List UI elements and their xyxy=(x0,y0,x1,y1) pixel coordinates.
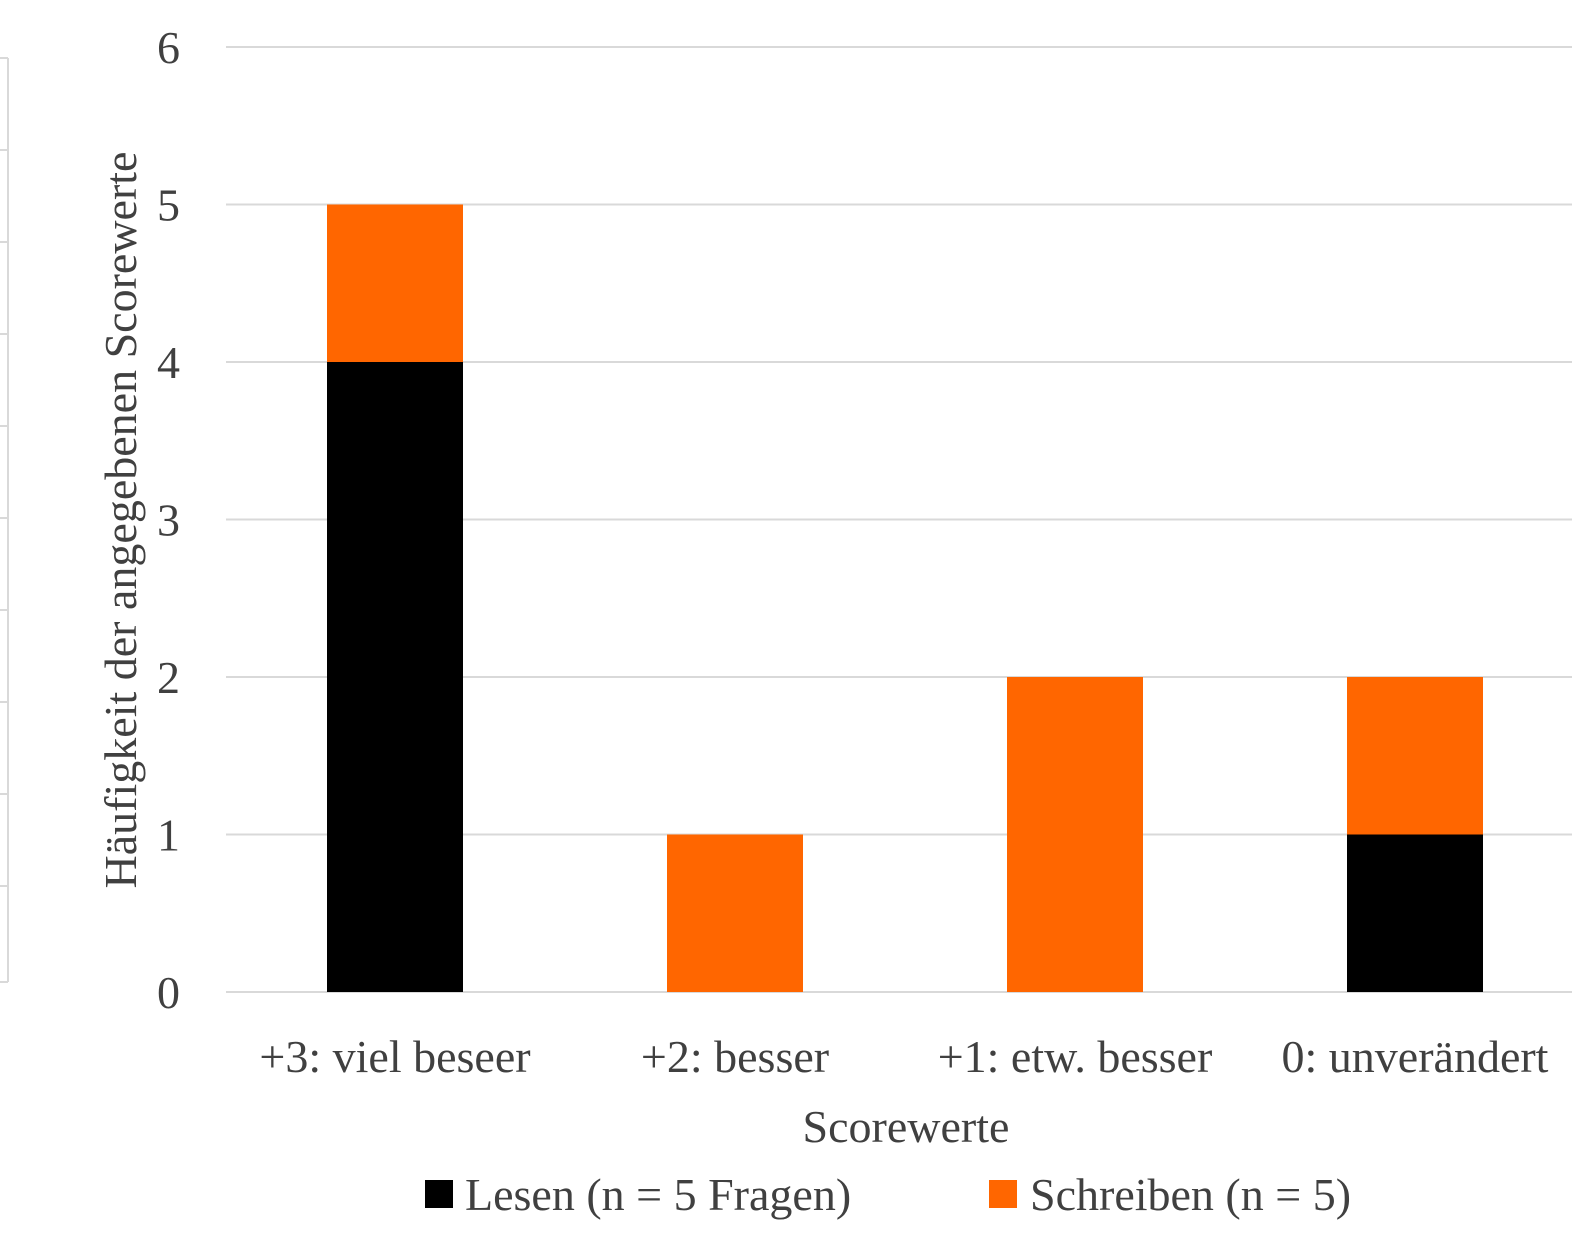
bar-segment xyxy=(327,204,463,362)
x-axis-categories: +3: viel beseer +2: besser +1: etw. besser… xyxy=(259,1031,1548,1082)
y-tick-label: 3 xyxy=(157,495,180,546)
x-category-label: +1: etw. besser xyxy=(938,1031,1213,1082)
legend-label: Schreiben (n = 5) xyxy=(1030,1169,1351,1220)
y-tick-label: 6 xyxy=(157,22,180,73)
bar-segment xyxy=(667,834,803,992)
legend: Lesen (n = 5 Fragen) Schreiben (n = 5) xyxy=(425,1169,1351,1220)
x-axis-title: Scorewerte xyxy=(803,1101,1010,1152)
y-tick-label: 0 xyxy=(157,967,180,1018)
bars xyxy=(327,204,1483,992)
bar-segment xyxy=(1007,677,1143,992)
y-tick-label: 5 xyxy=(157,180,180,231)
legend-swatch xyxy=(989,1180,1017,1208)
y-tick-label: 1 xyxy=(157,810,180,861)
adjacent-figure-edge xyxy=(0,57,9,983)
x-category-label: +2: besser xyxy=(641,1031,829,1082)
y-axis-title: Häufigkeit der angegebenen Scorewerte xyxy=(95,152,146,889)
bar-segment xyxy=(327,362,463,992)
y-tick-label: 4 xyxy=(157,337,180,388)
legend-label: Lesen (n = 5 Fragen) xyxy=(465,1169,851,1220)
legend-swatch xyxy=(425,1180,453,1208)
y-axis-ticks: 0 1 2 3 4 5 6 xyxy=(157,22,180,1018)
x-category-label: +3: viel beseer xyxy=(259,1031,530,1082)
bar-segment xyxy=(1347,834,1483,992)
y-tick-label: 2 xyxy=(157,652,180,703)
x-category-label: 0: unverändert xyxy=(1282,1031,1549,1082)
bar-segment xyxy=(1347,677,1483,835)
